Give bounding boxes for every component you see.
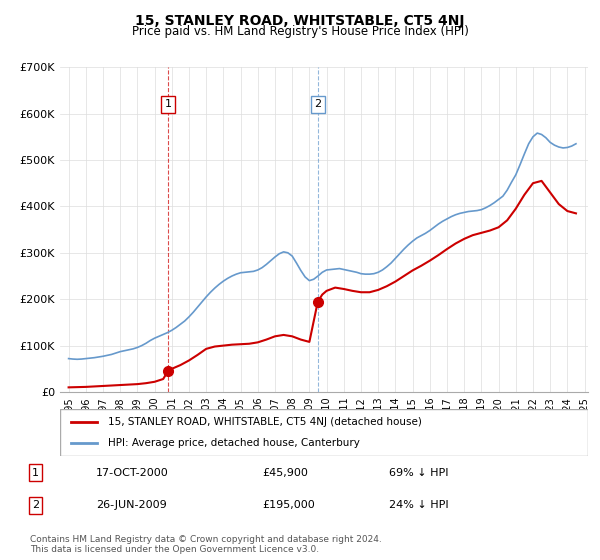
Text: £45,900: £45,900 — [262, 468, 308, 478]
Text: 15, STANLEY ROAD, WHITSTABLE, CT5 4NJ (detached house): 15, STANLEY ROAD, WHITSTABLE, CT5 4NJ (d… — [107, 417, 421, 427]
Text: Contains HM Land Registry data © Crown copyright and database right 2024.
This d: Contains HM Land Registry data © Crown c… — [30, 535, 382, 554]
Text: 26-JUN-2009: 26-JUN-2009 — [96, 501, 167, 510]
Text: 69% ↓ HPI: 69% ↓ HPI — [389, 468, 448, 478]
Text: 2: 2 — [314, 99, 322, 109]
FancyBboxPatch shape — [60, 409, 588, 456]
Text: 17-OCT-2000: 17-OCT-2000 — [96, 468, 169, 478]
Text: 1: 1 — [32, 468, 39, 478]
Text: 1: 1 — [164, 99, 172, 109]
Text: 2: 2 — [32, 501, 39, 510]
Text: £195,000: £195,000 — [262, 501, 314, 510]
Text: Price paid vs. HM Land Registry's House Price Index (HPI): Price paid vs. HM Land Registry's House … — [131, 25, 469, 38]
Text: HPI: Average price, detached house, Canterbury: HPI: Average price, detached house, Cant… — [107, 438, 359, 448]
Text: 24% ↓ HPI: 24% ↓ HPI — [389, 501, 448, 510]
Text: 15, STANLEY ROAD, WHITSTABLE, CT5 4NJ: 15, STANLEY ROAD, WHITSTABLE, CT5 4NJ — [135, 14, 465, 28]
